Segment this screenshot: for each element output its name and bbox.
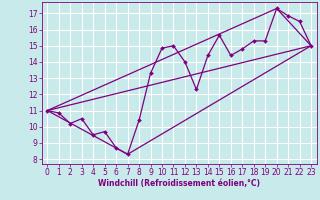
X-axis label: Windchill (Refroidissement éolien,°C): Windchill (Refroidissement éolien,°C) (98, 179, 260, 188)
